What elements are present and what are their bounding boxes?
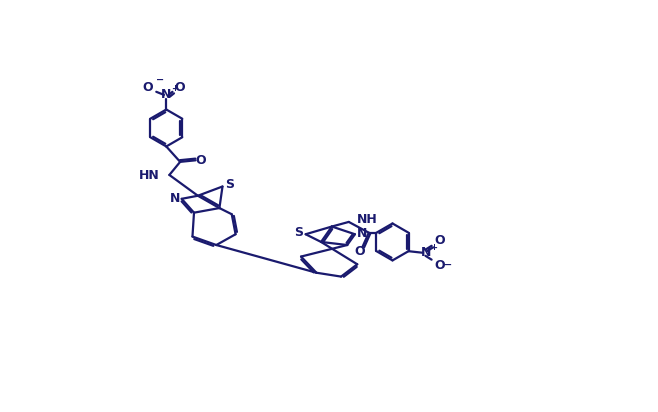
Text: +: +	[430, 243, 437, 252]
Text: −: −	[444, 260, 452, 270]
Text: S: S	[294, 226, 303, 239]
Text: O: O	[354, 246, 365, 258]
Text: N: N	[357, 227, 367, 240]
Text: +: +	[171, 84, 178, 93]
Text: S: S	[225, 178, 234, 192]
Text: O: O	[434, 234, 445, 247]
Text: N: N	[170, 192, 180, 204]
Text: O: O	[143, 81, 153, 94]
Text: O: O	[434, 259, 445, 272]
Text: N: N	[161, 88, 172, 101]
Text: N: N	[421, 246, 432, 259]
Text: HN: HN	[139, 169, 159, 182]
Text: NH: NH	[357, 213, 377, 226]
Text: −: −	[155, 75, 164, 85]
Text: O: O	[195, 154, 206, 167]
Text: O: O	[175, 81, 186, 94]
